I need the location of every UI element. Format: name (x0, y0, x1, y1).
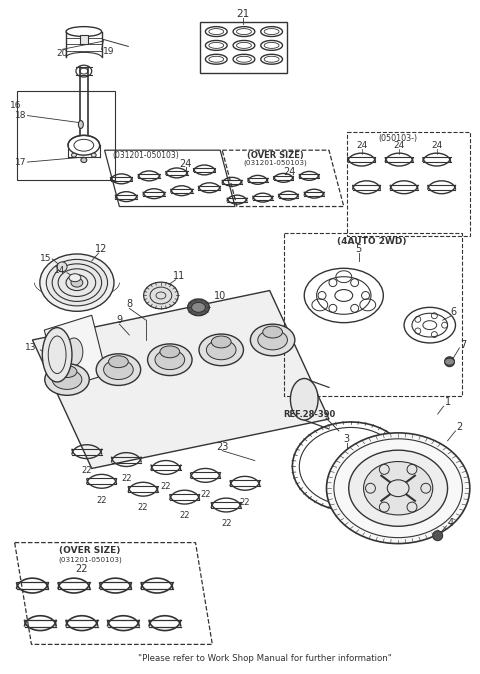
Text: 2: 2 (456, 422, 463, 432)
Text: 12: 12 (96, 244, 108, 254)
Text: (OVER SIZE): (OVER SIZE) (59, 546, 120, 555)
Ellipse shape (363, 462, 433, 515)
Text: 21: 21 (236, 9, 250, 19)
Text: 6: 6 (450, 307, 456, 317)
Bar (201, 22, 288, 73)
Text: 24: 24 (431, 141, 443, 150)
Text: 4: 4 (447, 518, 454, 528)
Ellipse shape (91, 153, 96, 157)
Ellipse shape (108, 356, 128, 367)
Ellipse shape (199, 334, 243, 366)
Text: 22: 22 (121, 474, 132, 483)
Ellipse shape (160, 346, 180, 358)
Polygon shape (33, 290, 329, 468)
Ellipse shape (206, 340, 236, 360)
Ellipse shape (155, 350, 185, 369)
Ellipse shape (65, 338, 83, 366)
Text: REF.28-390: REF.28-390 (283, 410, 336, 419)
Text: 22: 22 (221, 519, 231, 528)
Ellipse shape (40, 254, 114, 311)
Ellipse shape (96, 354, 141, 386)
Ellipse shape (81, 158, 87, 162)
Circle shape (444, 357, 455, 367)
Ellipse shape (78, 121, 84, 129)
Circle shape (433, 530, 443, 541)
Text: 24: 24 (394, 141, 405, 150)
Text: 22: 22 (161, 482, 171, 491)
Text: 1: 1 (444, 397, 451, 407)
Ellipse shape (326, 433, 470, 544)
Text: 9: 9 (116, 315, 122, 325)
Text: 22: 22 (200, 489, 211, 499)
Text: 7: 7 (460, 340, 467, 350)
Text: 16: 16 (10, 101, 21, 111)
Ellipse shape (444, 359, 455, 365)
Ellipse shape (104, 360, 133, 379)
Circle shape (57, 262, 67, 272)
Text: 13: 13 (24, 343, 36, 353)
Bar (285, 233, 462, 396)
Text: (4AUTO 2WD): (4AUTO 2WD) (336, 237, 406, 245)
Text: (031201-050103): (031201-050103) (113, 150, 180, 160)
Ellipse shape (192, 303, 205, 312)
Text: 22: 22 (96, 495, 107, 505)
Text: 5: 5 (356, 244, 362, 254)
Ellipse shape (52, 369, 82, 390)
Text: 23: 23 (216, 441, 228, 452)
Text: 17: 17 (15, 158, 26, 166)
Text: 22: 22 (76, 564, 88, 574)
Ellipse shape (71, 278, 83, 287)
Ellipse shape (251, 324, 295, 356)
Text: (050103-): (050103-) (379, 134, 418, 143)
Ellipse shape (57, 366, 77, 377)
Ellipse shape (349, 450, 447, 526)
Text: (OVER SIZE): (OVER SIZE) (247, 150, 304, 160)
Text: 11: 11 (173, 271, 185, 280)
Text: 20: 20 (56, 49, 68, 58)
Ellipse shape (147, 344, 192, 375)
Text: 3: 3 (344, 434, 350, 443)
Text: 24: 24 (180, 159, 192, 169)
Bar (17, 91, 116, 180)
Ellipse shape (69, 274, 81, 282)
Text: 22: 22 (82, 466, 92, 475)
Text: 15: 15 (39, 254, 51, 264)
Text: 22: 22 (138, 503, 148, 512)
Ellipse shape (263, 326, 283, 338)
Text: (031201-050103): (031201-050103) (58, 556, 121, 563)
Ellipse shape (42, 328, 72, 382)
Ellipse shape (72, 153, 76, 157)
Text: 24: 24 (283, 167, 296, 177)
Text: 24: 24 (356, 141, 367, 150)
Ellipse shape (46, 259, 108, 306)
Text: 18: 18 (15, 111, 26, 120)
Text: 8: 8 (126, 299, 132, 309)
Text: 19: 19 (103, 47, 114, 56)
Ellipse shape (144, 282, 178, 309)
Bar (347, 132, 470, 236)
Ellipse shape (45, 364, 89, 396)
Text: 14: 14 (54, 266, 66, 275)
Ellipse shape (188, 299, 209, 315)
Text: "Please refer to Work Shop Manual for further information": "Please refer to Work Shop Manual for fu… (138, 654, 392, 663)
Text: 22: 22 (180, 512, 190, 520)
Text: 10: 10 (214, 291, 227, 301)
Text: 22: 22 (240, 497, 250, 507)
Polygon shape (44, 315, 107, 390)
Text: (031201-050103): (031201-050103) (244, 160, 308, 166)
Ellipse shape (211, 336, 231, 348)
Ellipse shape (258, 330, 288, 350)
Bar (80, 34, 88, 44)
Ellipse shape (290, 379, 318, 420)
